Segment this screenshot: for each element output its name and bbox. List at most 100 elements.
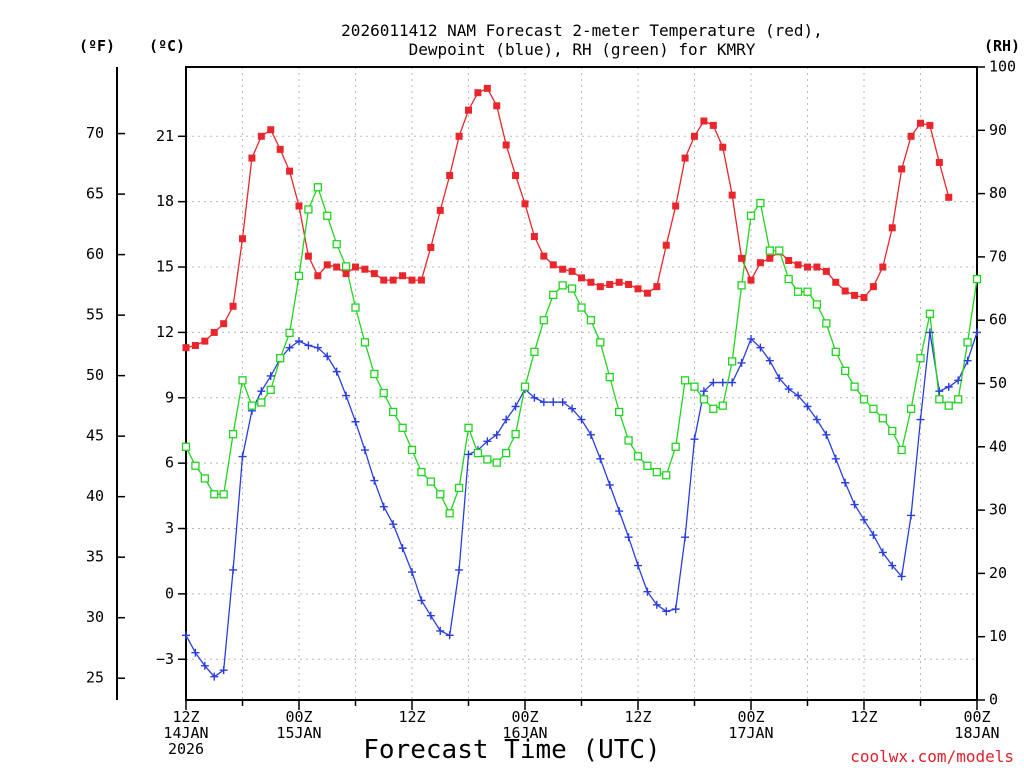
fahrenheit-tick-label: 40 <box>86 487 104 505</box>
temperature-point <box>643 289 651 297</box>
rh-point <box>407 445 417 455</box>
dewpoint-point <box>483 437 492 446</box>
rh-point <box>389 407 398 417</box>
temperature-point <box>389 276 397 284</box>
rh-point <box>841 366 850 375</box>
temperature-point <box>530 233 538 241</box>
dewpoint-point <box>408 568 416 577</box>
temperature-point <box>766 254 774 262</box>
temperature-point <box>832 278 840 286</box>
temperature-point <box>728 191 736 199</box>
dewpoint-point <box>502 415 511 424</box>
temperature-point <box>239 235 246 243</box>
rh-point <box>323 211 332 220</box>
rh-point <box>652 467 661 477</box>
dewpoint-point <box>492 430 501 439</box>
rh-point <box>426 477 435 486</box>
dewpoint-markers <box>182 328 981 681</box>
temperature-point <box>549 261 557 269</box>
dewpoint-point <box>812 415 821 424</box>
x-tick-label: 12Z <box>850 708 877 726</box>
dewpoint-point <box>841 478 850 487</box>
temperature-point <box>248 154 256 162</box>
temperature-point <box>738 254 746 262</box>
fahrenheit-tick-label: 45 <box>86 427 104 445</box>
temperature-point <box>191 341 199 349</box>
dewpoint-point <box>756 343 765 352</box>
dewpoint-point <box>709 378 718 387</box>
rh-point <box>775 246 784 255</box>
celsius-tick-label: 6 <box>165 454 174 472</box>
rh-point <box>228 429 238 439</box>
dewpoint-point <box>916 415 925 424</box>
temperature-point <box>333 263 341 271</box>
dewpoint-point <box>634 561 642 570</box>
temperature-point <box>361 265 369 273</box>
dewpoint-point <box>907 511 916 520</box>
temperature-point <box>276 145 284 153</box>
temperature-point <box>756 259 764 267</box>
dewpoint-point <box>436 626 445 635</box>
rh-point <box>332 240 341 249</box>
temperature-point <box>399 272 407 280</box>
rh-point <box>492 458 501 467</box>
rh-point <box>633 452 643 461</box>
rh-point <box>728 357 737 366</box>
rh-point <box>191 461 200 470</box>
fahrenheit-tick-label: 25 <box>86 669 104 687</box>
rh-point <box>285 328 294 338</box>
temperature-point <box>370 270 378 278</box>
rh-point <box>878 414 887 423</box>
temperature-point <box>794 261 802 269</box>
temperature-point <box>587 278 595 286</box>
rh-point <box>539 316 548 325</box>
rh-point <box>313 183 322 192</box>
x-tick-label: 00Z <box>737 708 764 726</box>
rh-point <box>831 347 840 357</box>
x-tick-label: 14JAN <box>163 724 208 742</box>
rh-point <box>341 262 351 271</box>
rh-point <box>812 300 822 309</box>
dewpoint-point <box>925 328 934 337</box>
temperature-point <box>342 270 350 278</box>
dewpoint-point <box>549 398 558 407</box>
rh-point <box>436 490 445 499</box>
rh-tick-label: 60 <box>989 311 1007 329</box>
rh-point <box>935 395 944 404</box>
x-tick-label: 17JAN <box>728 724 773 742</box>
rh-point <box>454 483 464 493</box>
temperature-line <box>185 87 950 349</box>
rh-point <box>294 271 304 281</box>
temperature-point <box>220 320 228 328</box>
temperature-point <box>229 302 237 310</box>
dewpoint-point <box>257 387 266 396</box>
fahrenheit-tick-label: 50 <box>86 366 104 384</box>
dewpoint-point <box>944 382 953 391</box>
celsius-tick-label: 21 <box>156 127 174 145</box>
temperature-point <box>888 224 896 232</box>
dewpoint-point <box>229 565 238 574</box>
rh-tick-label: 70 <box>989 247 1007 265</box>
dewpoint-point <box>210 672 219 681</box>
x-tick-label: 00Z <box>285 708 312 726</box>
tick-labels: −3 0 3 6 9 12 15 18 21 25 30 35 40 45 50 55 60 65 70 0 10 20 3… <box>86 58 1016 759</box>
temperature-point <box>681 154 689 162</box>
dewpoint-point <box>747 334 755 343</box>
rh-point <box>181 442 191 451</box>
temperature-point <box>436 206 444 214</box>
rh-point <box>520 382 530 391</box>
x-tick-label: 12Z <box>624 708 651 726</box>
temperature-point <box>465 106 472 114</box>
temperature-point <box>352 263 359 271</box>
rh-tick-label: 30 <box>989 501 1007 519</box>
celsius-unit-label: (ºC) <box>149 37 185 55</box>
dewpoint-point <box>304 341 313 350</box>
temperature-point <box>596 283 604 291</box>
rh-point <box>972 274 982 284</box>
dewpoint-point <box>671 605 680 614</box>
dewpoint-point <box>615 507 624 516</box>
temperature-point <box>559 265 567 273</box>
fahrenheit-tick-label: 65 <box>86 185 104 203</box>
dewpoint-point <box>888 561 897 570</box>
temperature-point <box>935 158 943 166</box>
